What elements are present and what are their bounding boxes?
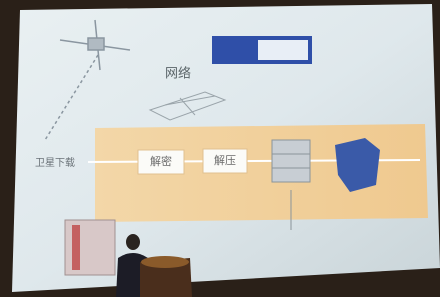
- flowers: [141, 256, 189, 268]
- panel-stripe: [72, 225, 80, 270]
- photo: 网络 卫星下载 解密 解压: [0, 0, 440, 297]
- decompress-label: 解压: [214, 153, 236, 167]
- title-inner: [258, 40, 308, 60]
- server-icon: [272, 140, 310, 182]
- speaker-head: [126, 234, 140, 250]
- satellite-label: 卫星下载: [35, 157, 75, 169]
- decrypt-label: 解密: [150, 154, 172, 168]
- network-label: 网络: [165, 66, 191, 82]
